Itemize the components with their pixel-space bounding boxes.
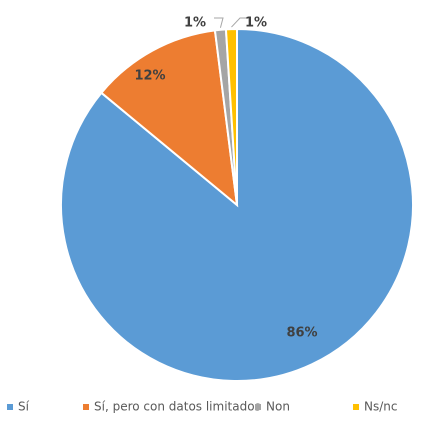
legend-label-non: Non [266, 400, 290, 414]
legend-swatch-si-pero-con-datos-limitados [83, 404, 89, 410]
pie-slice-si [60, 27, 414, 382]
pie-slices [60, 27, 414, 382]
legend-item-ns-nc: Ns/nc [353, 400, 397, 414]
legend-label-si-pero-con-datos-limitados: Sí, pero con datos limitados [94, 400, 261, 414]
legend-item-si: Sí [7, 400, 30, 414]
pie-slice-ns-nc [224, 27, 238, 206]
legend-swatch-non [255, 404, 261, 410]
legend-label-si: Sí [18, 400, 30, 414]
data-labels: 86% 12% 1% 1% [134, 16, 317, 341]
legend-item-non: Non [255, 400, 290, 414]
data-label-non: 1% [184, 16, 206, 31]
legend-swatch-ns-nc [353, 404, 359, 410]
legend-swatch-si [7, 404, 13, 410]
leader-lines [214, 17, 248, 28]
legend-label-ns-nc: Ns/nc [364, 400, 397, 414]
data-label-ns-nc: 1% [245, 16, 267, 31]
legend: Sí Sí, pero con datos limitados Non Ns/nc [7, 400, 397, 414]
pie-slice-si-pero-con-datos-limitados [99, 29, 239, 208]
leader-line-ns-nc [231, 17, 248, 28]
data-label-si: 86% [286, 326, 317, 341]
leader-line-non [214, 17, 224, 28]
data-label-si-pero-con-datos-limitados: 12% [134, 69, 165, 84]
legend-item-si-pero-con-datos-limitados: Sí, pero con datos limitados [83, 400, 261, 414]
